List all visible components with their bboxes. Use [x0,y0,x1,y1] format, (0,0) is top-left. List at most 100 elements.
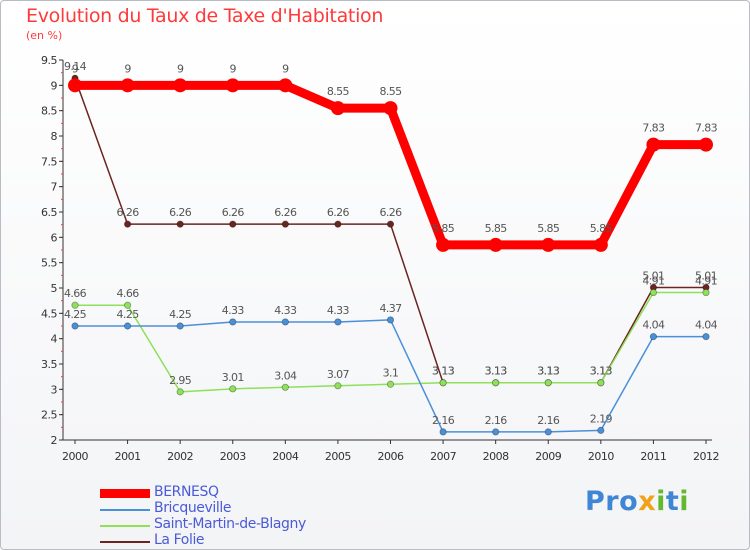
data-point [649,288,658,297]
data-label: 9 [177,62,184,75]
data-point [383,101,398,116]
data-label: 6.26 [327,206,350,219]
data-label: 4.04 [695,319,718,332]
legend-label-bricqueville: Bricqueville [154,500,232,516]
data-point [176,322,184,330]
data-label: 5.85 [485,222,508,235]
data-point [225,78,240,93]
series-bricqueville: 4.25 4.25 4.25 4.33 4.33 4.33 4.37 2.16 2.16 2.16… [64,302,718,436]
chart-title: Evolution du Taux de Taxe d'Habitation [26,5,384,27]
data-label: 6.26 [222,206,245,219]
data-point [334,382,342,390]
data-label: 9 [230,62,237,75]
data-point [492,428,500,436]
data-label: 2.19 [590,412,613,425]
y-tick-label: 6 [51,231,58,244]
y-tick-label: 2 [51,434,58,447]
data-label: 8.55 [327,85,350,98]
data-point [702,333,710,341]
data-point [229,385,237,393]
data-label: 7.83 [695,122,718,135]
x-tick-label: 2004 [272,450,298,463]
x-tick-label: 2007 [430,450,456,463]
data-point [123,220,132,228]
y-tick-label: 5.5 [41,257,57,270]
y-tick-label: 2.5 [41,409,57,422]
data-label: 5.85 [432,222,455,235]
data-point [229,220,237,228]
line-chart: 2 2.5 3 3.5 4 4.5 5 5.5 6 6.5 7 7.5 8 8.5 9 9.5 2000 2001… [41,54,720,463]
data-label: 3.13 [432,365,455,378]
data-label: 4.33 [327,304,350,317]
data-label: 3.13 [537,365,560,378]
data-point [68,78,82,93]
y-tick-label: 3.5 [41,358,57,371]
y-tick-label: 7.5 [41,155,57,168]
data-point [386,380,395,388]
data-point [334,318,342,326]
data-label: 9.14 [64,60,87,73]
data-point [439,379,447,387]
data-label: 3.13 [590,365,613,378]
legend-label-bernesq: BERNESQ [154,484,219,500]
data-label: 5.01 [642,269,664,282]
x-tick-label: 2000 [62,450,88,463]
data-point [492,379,500,387]
series-layer: 9.146.26 6.26 6.26 6.26 6.26 6.263.13 3.13 3.13… [64,60,718,436]
data-label: 4.33 [222,304,245,317]
data-point [330,101,345,116]
data-label: 3.13 [485,365,508,378]
data-point [176,220,184,228]
data-point [544,379,552,387]
data-label: 6.26 [117,206,140,219]
data-point [176,388,184,396]
data-label: 2.95 [169,374,192,387]
y-tick-label: 4.5 [41,307,57,320]
data-point [120,78,135,93]
data-point [386,316,395,324]
data-point [436,237,451,252]
data-label: 2.16 [432,414,455,427]
data-label: 4.25 [169,308,192,321]
x-tick-label: 2006 [378,450,404,463]
y-tick-label: 9 [51,79,58,92]
data-point [597,379,605,387]
data-point [71,301,79,309]
legend-swatch-la-folie [100,541,150,543]
data-point [123,322,132,330]
data-point [544,428,552,436]
data-label: 4.25 [64,308,87,321]
data-point [699,137,713,152]
y-tick-label: 8.5 [41,105,57,118]
legend-swatch-bernesq [100,489,150,498]
x-tick-label: 2001 [115,450,141,463]
data-label: 4.66 [64,287,87,300]
y-tick-label: 3 [51,383,58,396]
data-label: 3.13 [432,365,455,378]
y-tick-label: 9.5 [41,54,57,67]
data-point [278,78,293,93]
data-label: 5.85 [537,222,560,235]
data-point [386,220,395,228]
data-label: 3.13 [485,365,508,378]
data-point [281,318,289,326]
data-label: 3.13 [590,365,613,378]
data-label: 5.01 [695,269,717,282]
x-tick-label: 2010 [588,450,614,463]
axes: 2 2.5 3 3.5 4 4.5 5 5.5 6 6.5 7 7.5 8 8.5 9 9.5 2000 2001… [41,54,720,463]
data-point [593,237,608,252]
data-label: 6.26 [169,206,192,219]
data-label: 4.04 [642,319,665,332]
legend-swatch-saint-martin-de-blagny [100,525,150,527]
data-point [541,237,556,252]
data-label: 9 [124,62,131,75]
x-tick-label: 2009 [535,450,561,463]
x-tick-label: 2008 [483,450,509,463]
data-label: 4.25 [117,308,140,321]
y-tick-label: 4 [51,333,58,346]
x-tick-label: 2011 [640,450,666,463]
data-label: 9 [72,62,79,75]
data-point [649,333,658,341]
data-point [281,383,289,391]
legend-label-la-folie: La Folie [154,532,205,548]
